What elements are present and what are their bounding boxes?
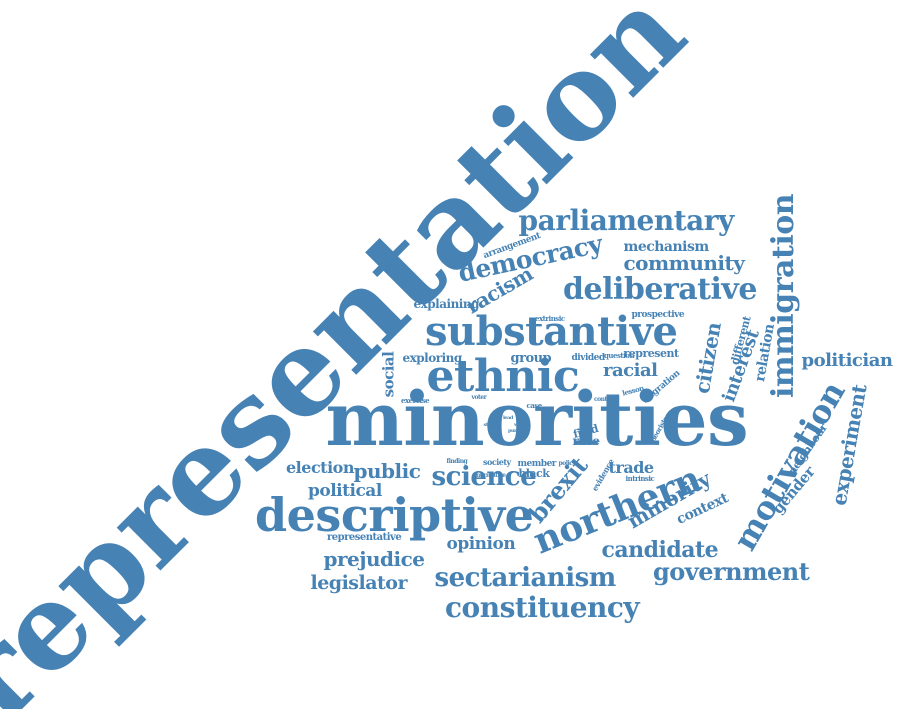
word-study: study: [483, 421, 497, 428]
word-social: social: [379, 351, 398, 397]
word-normative: normative: [476, 472, 506, 479]
word-society: society: [483, 457, 511, 467]
word-exploring: exploring: [402, 351, 463, 365]
word-want: want: [514, 421, 526, 428]
word-represent: represent: [623, 346, 680, 360]
word-intrinsic: intrinsic: [625, 473, 655, 483]
word-trade: trade: [608, 458, 655, 477]
word-voter: voter: [471, 394, 487, 401]
word-racial: racial: [603, 360, 658, 381]
word-political: political: [308, 480, 382, 501]
word-black: black: [518, 466, 550, 480]
word-government: government: [653, 557, 810, 586]
word-race: race: [572, 434, 601, 448]
word-legislator: legislator: [310, 571, 408, 594]
word-constituency: constituency: [445, 591, 640, 624]
word-science: science: [431, 462, 537, 492]
word-ethnic: ethnic: [426, 351, 580, 402]
word-deliberative: deliberative: [563, 272, 757, 307]
word-sectarianism: sectarianism: [434, 563, 617, 593]
word-contact: contact: [594, 396, 616, 403]
word-election: election: [286, 458, 354, 477]
word-minorities: minorities: [325, 377, 749, 463]
word-lead: lead: [503, 414, 513, 421]
word-parliamentary: parliamentary: [518, 204, 735, 237]
word-descriptive: descriptive: [255, 488, 534, 542]
word-member: member: [517, 458, 557, 469]
word-immigration: immigration: [766, 193, 802, 399]
word-policy: policy: [558, 460, 576, 467]
word-explaining: explaining: [413, 297, 480, 311]
word-exercise: exercise: [401, 395, 430, 405]
word-case: case: [526, 400, 543, 410]
word-opinion: opinion: [446, 533, 516, 554]
word-community: community: [623, 251, 745, 275]
word-representative: representative: [327, 532, 402, 543]
word-question: question: [604, 350, 635, 360]
word-mechanism: mechanism: [623, 239, 710, 255]
word-extrinsic: extrinsic: [535, 313, 565, 323]
word-pursue: pursue: [508, 427, 525, 434]
word-public: public: [353, 459, 421, 483]
word-substantive: substantive: [425, 308, 678, 355]
word-prejudice: prejudice: [323, 547, 426, 571]
word-divided: divided: [571, 352, 606, 363]
word-prospective: prospective: [631, 309, 685, 320]
word-candidate: candidate: [601, 537, 719, 563]
word-group: group: [510, 350, 552, 366]
word-finding: finding: [446, 458, 468, 465]
word-politician: politician: [801, 350, 893, 371]
